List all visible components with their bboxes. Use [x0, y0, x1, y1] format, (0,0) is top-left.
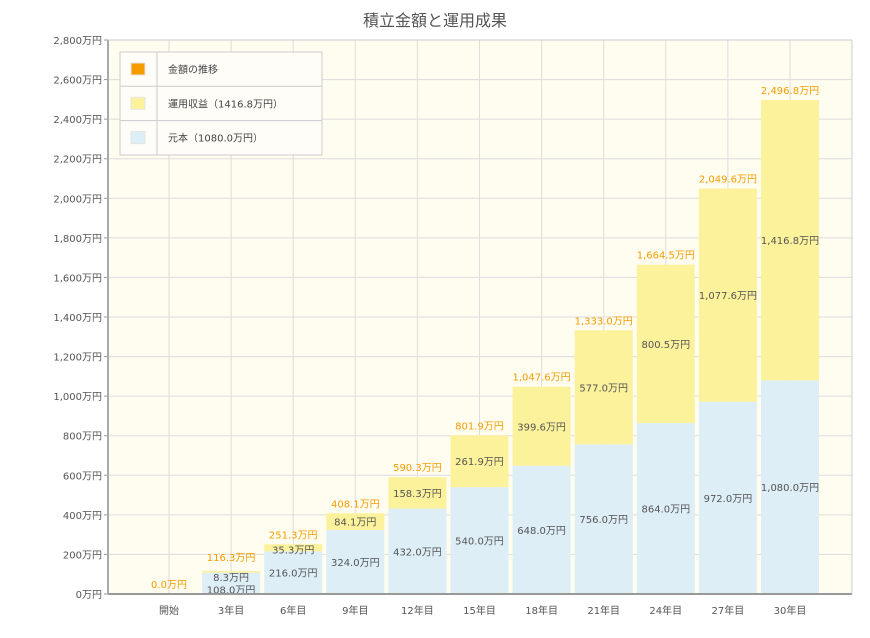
- y-tick-label: 1,600万円: [53, 273, 102, 284]
- legend: [119, 51, 323, 156]
- bar-gain: [512, 386, 571, 466]
- bar-gain: [574, 330, 633, 445]
- x-tick-label: 12年目: [401, 604, 434, 617]
- data-label-gain: 1,416.8万円: [761, 236, 819, 247]
- x-tick-label: 9年目: [342, 604, 368, 617]
- y-tick-label: 1,400万円: [53, 313, 102, 324]
- chart-title: 積立金額と運用成果: [363, 11, 507, 30]
- y-tick-label: 2,600万円: [53, 76, 102, 87]
- x-tick-label: 開始: [159, 604, 179, 617]
- y-tick-label: 1,200万円: [53, 353, 102, 364]
- x-tick-label: 24年目: [649, 604, 682, 617]
- data-label-total: 1,664.5万円: [637, 251, 695, 262]
- y-tick-label: 1,000万円: [53, 392, 102, 403]
- data-label-total: 801.9万円: [455, 421, 504, 432]
- data-label-gain: 1,077.6万円: [699, 291, 757, 302]
- y-tick-label: 2,400万円: [53, 115, 102, 126]
- bar-principal: [574, 444, 633, 594]
- data-label-gain: 261.9万円: [455, 457, 504, 468]
- data-label-total: 590.3万円: [393, 463, 442, 474]
- legend-label: 元本（1080.0万円）: [168, 132, 263, 145]
- data-label-principal: 972.0万円: [704, 494, 753, 505]
- bar-principal: [264, 551, 323, 594]
- data-label-total: 1,047.6万円: [513, 373, 571, 384]
- y-tick-label: 800万円: [63, 432, 102, 443]
- data-label-total: 0.0万円: [151, 580, 187, 591]
- bar-principal: [450, 487, 509, 594]
- data-label-total: 2,049.6万円: [699, 174, 757, 185]
- y-tick-label: 2,800万円: [53, 36, 102, 47]
- bar-principal: [202, 572, 261, 594]
- data-label-gain: 577.0万円: [579, 383, 628, 394]
- legend-swatch: [130, 131, 146, 145]
- data-label-total: 251.3万円: [269, 530, 318, 541]
- data-label-total: 408.1万円: [331, 499, 380, 510]
- legend-swatch: [130, 62, 146, 76]
- data-label-principal: 540.0万円: [455, 537, 504, 548]
- bar-principal: [388, 508, 447, 594]
- data-label-principal: 756.0万円: [579, 515, 628, 526]
- data-label-gain: 35.3万円: [272, 545, 314, 556]
- x-tick-label: 15年目: [463, 604, 496, 617]
- bar-principal: [761, 380, 819, 594]
- legend-label: 金額の推移: [168, 63, 218, 76]
- x-tick-label: 30年目: [774, 604, 807, 617]
- data-label-total: 1,333.0万円: [575, 316, 633, 327]
- x-tick-label: 21年目: [587, 604, 620, 617]
- y-tick-label: 600万円: [63, 471, 102, 482]
- bar-gain: [264, 544, 323, 552]
- data-label-gain: 84.1万円: [334, 518, 376, 529]
- data-label-gain: 8.3万円: [213, 573, 249, 584]
- bar-principal: [636, 423, 695, 594]
- y-tick-label: 400万円: [63, 511, 102, 522]
- x-tick-label: 3年目: [218, 604, 244, 617]
- y-tick-label: 200万円: [63, 550, 102, 561]
- x-tick-label: 27年目: [712, 604, 745, 617]
- data-label-principal: 864.0万円: [641, 505, 690, 516]
- bar-gain: [698, 188, 757, 402]
- y-tick-label: 2,200万円: [53, 155, 102, 166]
- data-label-total: 2,496.8万円: [761, 86, 819, 97]
- bar-gain: [450, 435, 509, 488]
- y-tick-label: 1,800万円: [53, 234, 102, 245]
- data-label-principal: 1,080.0万円: [761, 483, 819, 494]
- bar-gain: [388, 477, 447, 509]
- legend-swatch: [130, 96, 146, 110]
- x-tick-label: 18年目: [525, 604, 558, 617]
- data-label-total: 116.3万円: [207, 553, 256, 564]
- data-label-gain: 158.3万円: [393, 489, 442, 500]
- bar-gain: [326, 513, 385, 530]
- bar-principal: [698, 401, 757, 594]
- bar-gain: [636, 264, 695, 424]
- y-tick-label: 0万円: [76, 590, 102, 601]
- data-label-principal: 216.0万円: [269, 569, 318, 580]
- bar-principal: [326, 529, 385, 594]
- bar-gain: [761, 99, 819, 381]
- data-label-gain: 800.5万円: [641, 340, 690, 351]
- bar-principal: [512, 465, 571, 594]
- legend-label: 運用収益（1416.8万円）: [168, 97, 283, 110]
- bar-gain: [202, 570, 261, 573]
- x-tick-label: 6年目: [280, 604, 306, 617]
- data-label-principal: 108.0万円: [207, 585, 256, 596]
- data-label-principal: 648.0万円: [517, 526, 566, 537]
- data-label-principal: 432.0万円: [393, 547, 442, 558]
- data-label-principal: 324.0万円: [331, 558, 380, 569]
- data-label-gain: 399.6万円: [517, 422, 566, 433]
- y-tick-label: 2,000万円: [53, 194, 102, 205]
